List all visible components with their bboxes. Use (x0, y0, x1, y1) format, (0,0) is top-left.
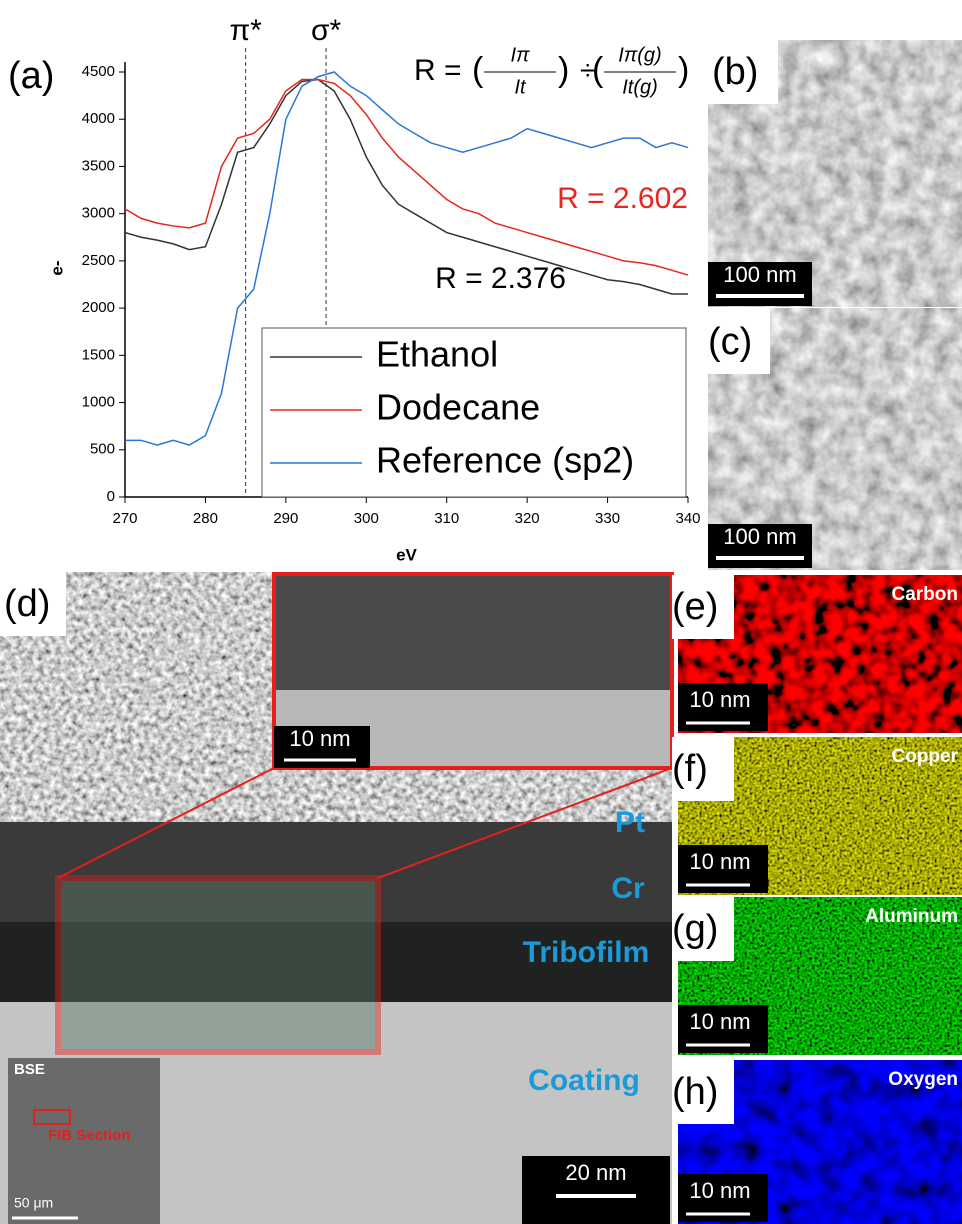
annotation: R = 2.602 (557, 182, 688, 215)
zoom-region (58, 878, 378, 1052)
y-tick-label: 1000 (82, 394, 115, 411)
x-tick-label: 290 (273, 510, 298, 527)
plot: 270 280 290 300 310 320 330 340 0 500 1000 1500 2000… (47, 14, 700, 565)
x-tick-label: 270 (112, 510, 137, 527)
formula: R = (414, 54, 462, 87)
panel-label: (e) (672, 586, 718, 628)
y-tick-label: 1500 (82, 346, 115, 363)
annotation: R = 2.376 (435, 262, 566, 295)
scale-text: 10 nm (689, 687, 750, 712)
y-tick-label: 3000 (82, 205, 115, 222)
scale-text: 50 μm (14, 1195, 53, 1211)
figure: (a) 270 280 290 300 310 320 330 340 0 500 1000 1500… (0, 0, 962, 1224)
layer-label: Cr (611, 872, 645, 905)
eds-maps: (e) Carbon 10 nm (f) Copper 10 nm (g) Aluminum 1… (672, 575, 962, 1224)
paren: ( (472, 51, 484, 89)
x-axis-label: eV (396, 545, 417, 564)
panel-label: (a) (8, 55, 54, 97)
layer-label: Pt (615, 806, 645, 839)
x-tick-label: 340 (675, 510, 700, 527)
formula: It (514, 76, 527, 98)
y-tick-label: 500 (90, 441, 115, 458)
paren: ) (678, 51, 689, 89)
y-tick-label: 4500 (82, 63, 115, 80)
x-tick-label: 320 (515, 510, 540, 527)
paren: ) (558, 51, 569, 89)
panel-label: (c) (708, 321, 752, 363)
x-tick-label: 280 (193, 510, 218, 527)
x-tick-label: 300 (354, 510, 379, 527)
panel-label: (d) (4, 583, 50, 625)
panel-label: (g) (672, 908, 718, 950)
y-tick-label: 3500 (82, 157, 115, 174)
scale-text: 10 nm (289, 726, 350, 751)
element-label: Aluminum (865, 906, 958, 927)
scale-text: 10 nm (689, 1178, 750, 1203)
paren: ( (592, 51, 604, 89)
legend-text: Ethanol (376, 334, 498, 375)
formula: Iπ(g) (618, 44, 661, 66)
formula: Iπ (511, 44, 531, 66)
element-label: Carbon (892, 584, 959, 605)
legend-text: Reference (sp2) (376, 440, 634, 481)
element-label: Copper (892, 746, 959, 767)
scale-text: 20 nm (565, 1160, 626, 1185)
scale-text: 100 nm (723, 262, 796, 287)
scale-text: 10 nm (689, 1009, 750, 1034)
scale-text: 10 nm (689, 849, 750, 874)
element-label: Oxygen (888, 1069, 958, 1090)
x-tick-label: 310 (434, 510, 459, 527)
marker-label: π* (229, 14, 262, 47)
legend-text: Dodecane (376, 387, 540, 428)
series-line (125, 80, 688, 275)
y-tick-label: 0 (107, 488, 115, 505)
marker-label: σ* (311, 14, 342, 47)
fib-label: FIB Section (48, 1127, 131, 1144)
layer-label: Coating (528, 1064, 640, 1097)
y-axis-label: e- (47, 260, 66, 275)
y-tick-label: 2500 (82, 252, 115, 269)
y-tick-label: 2000 (82, 299, 115, 316)
layer-label: Tribofilm (523, 936, 650, 969)
x-tick-label: 330 (595, 510, 620, 527)
scale-text: 100 nm (723, 524, 796, 549)
formula: It(g) (622, 76, 658, 98)
panel-label: (h) (672, 1071, 718, 1113)
bse-label: BSE (14, 1061, 45, 1078)
panel-label: (f) (672, 748, 708, 790)
y-tick-label: 4000 (82, 110, 115, 127)
panel-label: (b) (712, 51, 758, 93)
